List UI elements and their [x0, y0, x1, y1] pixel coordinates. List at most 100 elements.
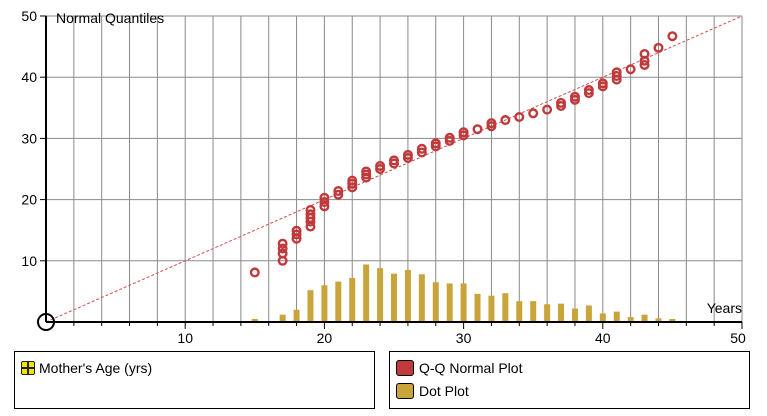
qq-point — [514, 111, 525, 122]
dot-plot-bar — [418, 274, 425, 322]
qq-point — [486, 118, 497, 129]
x-tick-label: 20 — [317, 330, 333, 346]
y-axis-label: Normal Quantiles — [56, 10, 164, 26]
series-legend: Q-Q Normal Plot Dot Plot — [389, 351, 750, 409]
dot-plot-bar — [335, 281, 342, 322]
y-tick-label: 10 — [21, 253, 37, 269]
qq-point — [569, 91, 580, 102]
tick-labels: 10 20 30 40 50 10 20 30 40 50 — [21, 8, 746, 346]
dot-plot-bar — [293, 309, 300, 322]
attribute-legend: Mother's Age (yrs) — [14, 351, 375, 409]
attribute-row[interactable]: Mother's Age (yrs) — [21, 360, 152, 376]
dot-plot-bar — [571, 308, 578, 322]
qq-point — [249, 267, 260, 278]
attribute-grid-icon — [21, 361, 35, 375]
qq-point — [611, 67, 622, 78]
x-tick-label: 10 — [177, 330, 193, 346]
x-tick-label: 40 — [595, 330, 611, 346]
dot-plot-bar — [558, 303, 565, 322]
qq-point — [430, 138, 441, 149]
y-tick-label: 30 — [21, 130, 37, 146]
x-tick-label: 50 — [730, 330, 746, 346]
qq-point — [277, 238, 288, 249]
dot-plot-bar — [460, 283, 467, 322]
qq-point — [291, 229, 302, 240]
qq-point — [556, 97, 567, 108]
qq-point — [444, 132, 455, 143]
x-tick-label: 30 — [456, 330, 472, 346]
qq-point — [458, 127, 469, 138]
qq-point — [277, 248, 288, 259]
qq-point — [611, 70, 622, 81]
y-tick-label: 40 — [21, 69, 37, 85]
qq-point — [277, 243, 288, 254]
qq-point — [653, 42, 664, 53]
dot-plot-bar — [585, 305, 592, 322]
dot-plot-bar — [307, 290, 314, 322]
qq-point — [319, 197, 330, 208]
qq-point — [319, 192, 330, 203]
y-tick-label: 50 — [21, 8, 37, 24]
qq-point — [542, 104, 553, 115]
legend-label-dot: Dot Plot — [419, 383, 469, 399]
dot-plot-bar — [599, 313, 606, 322]
qq-point — [472, 124, 483, 135]
dot-plot-bar — [516, 301, 523, 322]
dot-plot-bar — [655, 318, 662, 322]
normal-reference-line — [45, 15, 743, 323]
dot-swatch — [396, 383, 414, 399]
qq-point — [639, 59, 650, 70]
dot-plot-bar — [627, 317, 634, 322]
qq-point — [333, 189, 344, 200]
qq-point — [305, 209, 316, 220]
qq-point — [402, 149, 413, 160]
dot-plot-bar — [613, 311, 620, 322]
qq-point — [416, 143, 427, 154]
dot-plot-bar — [530, 301, 537, 322]
dot-plot-bar — [404, 269, 411, 322]
dot-plot-bar — [488, 295, 495, 322]
dot-plot-bar — [363, 264, 370, 322]
dot-plot-bar — [669, 318, 676, 322]
qq-swatch — [396, 360, 414, 376]
dot-plot-bar — [279, 314, 286, 322]
grid-lines — [46, 15, 743, 322]
qq-normal-plot: 10 20 30 40 50 10 20 30 40 50 Normal Quantiles Ye… — [21, 8, 746, 346]
dot-plot-bar — [474, 293, 481, 322]
dot-plot-bar — [377, 268, 384, 322]
dot-plot-bar — [391, 273, 397, 322]
qq-point — [361, 166, 372, 177]
qq-point — [416, 147, 427, 158]
qq-point — [528, 108, 539, 119]
qq-point — [639, 48, 650, 59]
origin-drag-handle[interactable] — [37, 313, 55, 331]
y-tick-label: 20 — [21, 192, 37, 208]
qq-point — [389, 155, 400, 166]
axes — [40, 15, 743, 329]
qq-point — [500, 115, 511, 126]
legend-item-dot[interactable]: Dot Plot — [396, 383, 469, 399]
dot-plot-bar — [349, 277, 356, 322]
dot-plot-bar — [432, 282, 439, 322]
qq-point — [375, 160, 386, 171]
legend-label-qq: Q-Q Normal Plot — [419, 360, 523, 376]
dot-plot-bars — [251, 264, 676, 322]
qq-point — [333, 186, 344, 197]
dot-plot-bar — [251, 318, 258, 322]
x-axis-label: Years — [707, 300, 742, 316]
qq-point — [583, 85, 594, 96]
dot-plot-bar — [321, 285, 328, 322]
dot-plot-bar — [446, 283, 453, 322]
qq-point — [347, 175, 358, 186]
attribute-label: Mother's Age (yrs) — [39, 360, 153, 376]
legend-item-qq[interactable]: Q-Q Normal Plot — [396, 360, 522, 376]
qq-point — [667, 31, 678, 42]
dot-plot-bar — [544, 304, 551, 322]
qq-point — [291, 225, 302, 236]
dot-plot-bar — [641, 314, 648, 322]
qq-point — [305, 205, 316, 216]
dot-plot-bar — [502, 293, 509, 322]
qq-points — [249, 31, 678, 278]
qq-point — [597, 78, 608, 89]
qq-point — [625, 64, 636, 75]
